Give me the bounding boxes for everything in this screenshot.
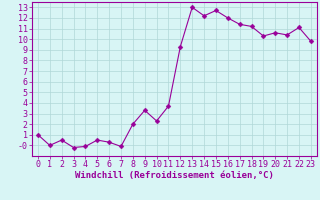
X-axis label: Windchill (Refroidissement éolien,°C): Windchill (Refroidissement éolien,°C): [75, 171, 274, 180]
